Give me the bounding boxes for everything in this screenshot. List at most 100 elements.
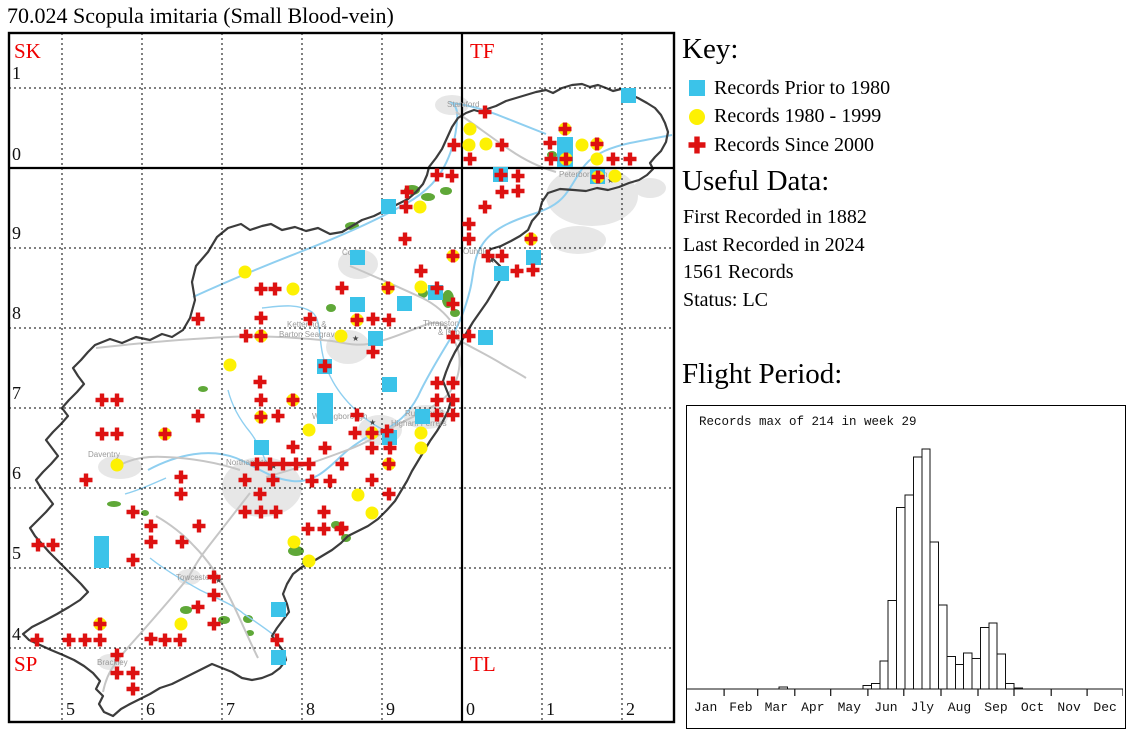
place-name: Towcester [176, 573, 212, 582]
distribution-map: StamfordPeterboroughOundleCorbyKettering… [7, 31, 676, 724]
key-title: Key: [682, 33, 739, 65]
os-grid-lines [9, 33, 674, 722]
record-square-pre1980 [368, 331, 383, 346]
place-name: Brackley [97, 658, 128, 667]
histogram-bar [1005, 682, 1015, 690]
histogram-bar [963, 652, 973, 690]
record-cross-since2000 [380, 424, 394, 438]
place-name: Thrapston [423, 319, 459, 328]
record-cross-since2000 [590, 137, 604, 151]
place-name: Peterborough [559, 170, 607, 179]
flight-period-chart: Jan Feb Mar Apr May Jun Jly Aug Sep Oct Nov Dec Reco… [686, 405, 1126, 729]
river-welland [192, 101, 547, 298]
record-cross-since2000 [289, 457, 303, 471]
record-cross-since2000 [317, 522, 331, 536]
cross-icon [687, 135, 707, 155]
record-cross-since2000 [335, 521, 349, 535]
record-cross-since2000 [445, 169, 459, 183]
grid-letter-sp: SP [14, 652, 37, 676]
useful-data-lines: First Recorded in 1882 Last Recorded in 2… [683, 204, 867, 314]
record-cross-since2000 [323, 474, 337, 488]
record-cross-since2000 [158, 633, 172, 647]
col-label: 8 [306, 699, 315, 719]
record-circle-1980-1999 [462, 138, 476, 152]
town-star-icon: ★ [215, 576, 222, 585]
river-tove [149, 557, 281, 641]
record-cross-since2000 [158, 427, 172, 441]
grid-letter-tf: TF [470, 39, 495, 63]
month-label: Jly [911, 700, 935, 715]
record-circle-1980-1999 [174, 617, 188, 631]
record-cross-since2000 [495, 249, 509, 263]
month-label: Mar [765, 700, 788, 715]
town-star-icon: ★ [270, 462, 277, 471]
col-label: 1 [546, 699, 555, 719]
record-cross-since2000 [478, 105, 492, 119]
key-item-label: Records 1980 - 1999 [714, 105, 882, 128]
record-cross-since2000 [254, 505, 268, 519]
record-cross-since2000 [524, 232, 538, 246]
record-cross-since2000 [31, 538, 45, 552]
row-label: 4 [12, 624, 21, 644]
chart-annotation: Records max of 214 in week 29 [699, 415, 917, 429]
record-cross-since2000 [526, 263, 540, 277]
col-label: 0 [466, 699, 475, 719]
place-name: Oundle [463, 247, 489, 256]
month-label: May [838, 700, 862, 715]
record-square-pre1980 [478, 330, 493, 345]
road-a43 [102, 492, 251, 693]
record-cross-since2000 [126, 682, 140, 696]
record-cross-since2000 [462, 217, 476, 231]
record-cross-since2000 [430, 393, 444, 407]
road-a45 [265, 336, 461, 478]
key-item: Records 1980 - 1999 [687, 103, 890, 132]
record-cross-since2000 [239, 329, 253, 343]
key-item: Records Since 2000 [687, 131, 890, 160]
record-cross-since2000 [350, 313, 364, 327]
record-circle-1980-1999 [287, 535, 301, 549]
record-cross-since2000 [144, 632, 158, 646]
month-label: Sep [984, 700, 1007, 715]
record-cross-since2000 [511, 184, 525, 198]
flight-period-title: Flight Period: [682, 358, 843, 390]
record-cross-since2000 [238, 473, 252, 487]
record-cross-since2000 [303, 312, 317, 326]
record-square-pre1980 [526, 250, 541, 265]
record-circle-1980-1999 [351, 488, 365, 502]
road-corby [349, 265, 451, 321]
record-cross-since2000 [268, 282, 282, 296]
col-label: 7 [226, 699, 235, 719]
road-daventry [121, 455, 241, 471]
record-cross-since2000 [192, 519, 206, 533]
record-cross-since2000 [79, 473, 93, 487]
histogram-bar [904, 494, 914, 690]
histogram-bar [870, 682, 881, 690]
record-markers [30, 88, 637, 696]
record-cross-since2000 [447, 138, 461, 152]
record-cross-since2000 [126, 505, 140, 519]
record-cross-since2000 [591, 170, 605, 184]
record-cross-since2000 [173, 633, 187, 647]
record-cross-since2000 [559, 152, 573, 166]
record-cross-since2000 [446, 376, 460, 390]
record-circle-1980-1999 [110, 458, 124, 472]
record-cross-since2000 [191, 409, 205, 423]
record-cross-since2000 [317, 505, 331, 519]
record-cross-since2000 [93, 617, 107, 631]
row-label: 6 [12, 463, 21, 483]
record-cross-since2000 [174, 470, 188, 484]
record-cross-since2000 [263, 457, 277, 471]
record-cross-since2000 [335, 281, 349, 295]
river-brook-west [124, 477, 167, 495]
flight-period-histogram: Jan Feb Mar Apr May Jun Jly Aug Sep Oct Nov Dec Reco… [687, 415, 1123, 715]
record-square-pre1980 [271, 650, 286, 665]
histogram-bar [979, 626, 990, 690]
record-cross-since2000 [269, 505, 283, 519]
record-cross-since2000 [305, 474, 319, 488]
map-frame [7, 31, 676, 724]
circle-icon [687, 107, 707, 127]
histogram-bar [996, 653, 1007, 690]
record-cross-since2000 [62, 633, 76, 647]
row-label: 7 [12, 383, 21, 403]
place-name: Northampton [226, 458, 272, 467]
